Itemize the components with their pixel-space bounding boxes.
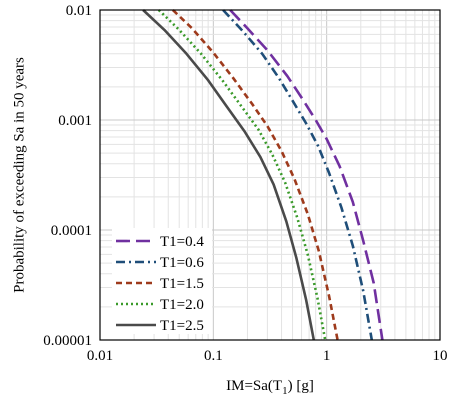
legend-label: T1=0.6 — [160, 255, 204, 271]
x-axis-title: IM=Sa(T1) [g] — [226, 378, 314, 397]
plot-series — [142, 9, 384, 341]
y-tick-label: 0.0001 — [51, 223, 92, 239]
x-tick-label: 1 — [323, 348, 331, 364]
series-line-t1-2-0 — [157, 9, 327, 341]
y-tick-label: 0.001 — [58, 113, 92, 129]
series-line-t1-0-6 — [222, 9, 374, 341]
y-axis-title: Probability of exceeding Sa in 50 years — [11, 57, 27, 293]
legend-background — [112, 228, 212, 334]
y-tick-label: 0.00001 — [43, 333, 92, 349]
legend: T1=0.4 T1=0.6 T1=1.5 T1=2.0 T1=2.5 — [112, 228, 212, 334]
plot-frame — [99, 9, 441, 341]
series-line-t1-0-4 — [229, 9, 384, 341]
legend-label: T1=1.5 — [160, 276, 204, 292]
legend-label: T1=0.4 — [160, 234, 204, 250]
tick-labels: 0.01 0.1 1 10 0.00001 0.0001 0.001 0.01 — [43, 3, 447, 364]
legend-label: T1=2.0 — [160, 297, 204, 313]
x-tick-label: 0.1 — [204, 348, 223, 364]
legend-label: T1=2.5 — [160, 318, 204, 334]
series-line-t1-1-5 — [172, 9, 339, 341]
y-tick-label: 0.01 — [66, 3, 92, 19]
x-tick-label: 10 — [433, 348, 448, 364]
series-line-t1-2-5 — [142, 9, 316, 341]
x-tick-label: 0.01 — [87, 348, 113, 364]
